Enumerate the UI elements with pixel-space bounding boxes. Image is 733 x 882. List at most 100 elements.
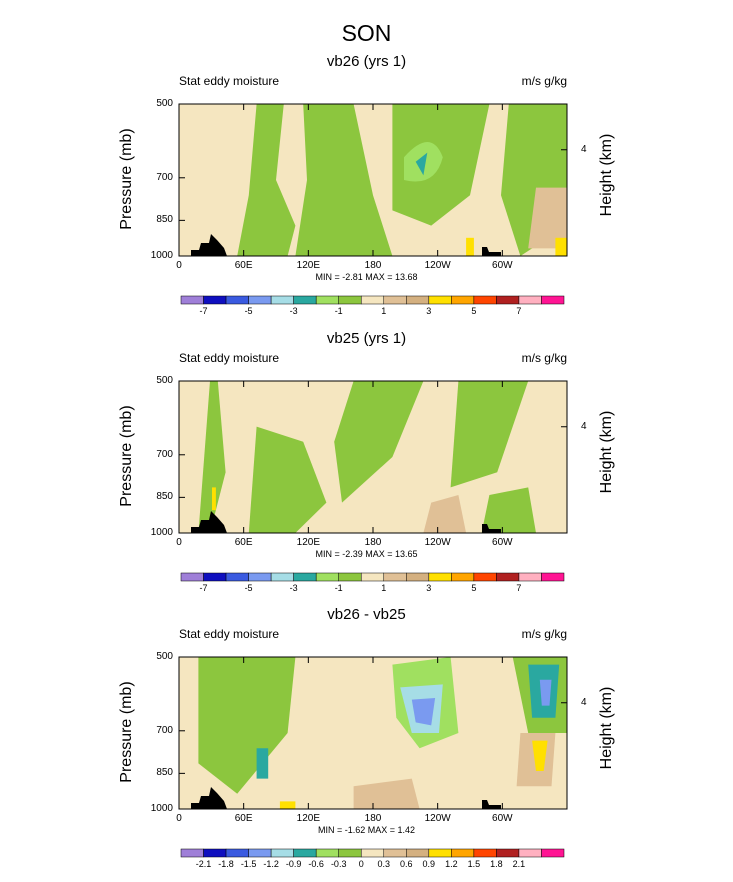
y2-axis-label: Height (km) — [598, 686, 615, 770]
y-tick-label: 1000 — [150, 250, 173, 261]
colorbar-swatch — [315, 848, 339, 858]
contour-region — [415, 152, 428, 176]
y2-tick-label: 4 — [581, 696, 587, 708]
colorbar-swatch — [473, 572, 497, 582]
contour-region — [212, 487, 216, 511]
colorbar-swatch — [406, 295, 430, 305]
contour-region — [532, 740, 548, 771]
colorbar-swatch — [180, 848, 204, 858]
x-tick-label: 120W — [424, 813, 451, 824]
y2-axis-label: Height (km) — [598, 410, 615, 494]
y-tick-label: 700 — [156, 724, 173, 736]
contour-region — [392, 104, 490, 226]
y2-tick-label: 4 — [581, 420, 587, 432]
y-tick-label: 1000 — [150, 803, 173, 814]
colorbar-swatch — [496, 295, 520, 305]
colorbar-swatch — [428, 848, 452, 858]
panel-3: vb26 - vb25 Stat eddy moisture m/s g/kg 0 60… — [0, 606, 733, 882]
terrain-mask — [191, 234, 227, 256]
colorbar-swatch — [496, 848, 520, 858]
contour-region — [555, 237, 567, 256]
colorbar-swatch — [518, 295, 542, 305]
colorbar-swatch — [203, 848, 227, 858]
x-tick-label: 60W — [492, 537, 513, 548]
colorbar-label: 0.9 — [422, 859, 436, 869]
contour-region — [481, 487, 536, 533]
terrain-mask — [482, 247, 501, 256]
colorbar-swatch — [248, 295, 272, 305]
colorbar-label: 0 — [358, 859, 364, 869]
colorbar-label: -7 — [199, 306, 208, 316]
x-tick-label: 60W — [492, 813, 513, 824]
contour-region — [411, 698, 436, 726]
colorbar-label: -5 — [244, 306, 253, 316]
contour-region — [334, 381, 424, 503]
colorbar-label: 3 — [426, 306, 432, 316]
colorbar-label: 1 — [381, 306, 387, 316]
y-tick-label: 1000 — [150, 527, 173, 538]
colorbar-label: -0.6 — [308, 859, 324, 869]
colorbar-swatch — [270, 848, 294, 858]
colorbar-label: -1 — [334, 583, 343, 593]
colorbar-swatch — [338, 848, 362, 858]
y-tick-label: 700 — [156, 171, 173, 183]
colorbar-swatch — [518, 848, 542, 858]
colorbar-swatch — [225, 848, 249, 858]
min-max-text: MIN = -2.81 MAX = 13.68 — [315, 272, 418, 282]
colorbar-label: 5 — [471, 306, 477, 316]
colorbar-swatch — [541, 295, 565, 305]
x-tick-label: 60E — [234, 260, 253, 271]
colorbar-label: -0.3 — [330, 859, 347, 869]
panel-title: vb25 (yrs 1) — [326, 330, 407, 347]
colorbar-label: -1.5 — [240, 859, 257, 869]
left-string: Stat eddy moisture — [179, 351, 280, 365]
min-max-text: MIN = -2.39 MAX = 13.65 — [315, 549, 418, 559]
x-tick-label: 180 — [364, 260, 382, 271]
y-axis-label: Pressure (mb) — [118, 405, 135, 507]
colorbar-swatch — [203, 295, 227, 305]
colorbar-swatch — [360, 848, 385, 858]
colorbar-swatch — [180, 295, 204, 305]
contour-plot — [178, 656, 568, 858]
colorbar-swatch — [518, 572, 542, 582]
colorbar-label: -1 — [334, 306, 343, 316]
colorbar-label: -7 — [199, 583, 208, 593]
colorbar-swatch — [360, 295, 385, 305]
y-tick-label: 500 — [156, 98, 173, 109]
panel-2: vb25 (yrs 1) Stat eddy moisture m/s g/kg 0 6… — [0, 330, 733, 606]
contour-region — [198, 381, 226, 533]
colorbar-swatch — [225, 572, 249, 582]
right-string: m/s g/kg — [521, 351, 567, 365]
colorbar-swatch — [293, 848, 317, 858]
colorbar-swatch — [180, 572, 204, 582]
y2-tick-label: 4 — [581, 143, 587, 155]
colorbar-swatch — [406, 848, 430, 858]
contour-plot — [178, 103, 568, 305]
colorbar-swatch — [383, 848, 407, 858]
colorbar-label: -3 — [289, 306, 298, 316]
x-tick-label: 180 — [364, 537, 382, 548]
contour-region — [237, 104, 296, 256]
x-tick-label: 0 — [176, 813, 182, 824]
contour-region — [450, 381, 529, 488]
colorbar-label: 3 — [426, 583, 432, 593]
x-tick-label: 120E — [296, 537, 320, 548]
x-tick-label: 120E — [296, 260, 320, 271]
colorbar-swatch — [293, 295, 317, 305]
colorbar-swatch — [338, 572, 362, 582]
right-string: m/s g/kg — [521, 74, 567, 88]
colorbar-label: -1.8 — [218, 859, 234, 869]
x-tick-label: 60W — [492, 260, 513, 271]
contour-region — [248, 426, 327, 533]
contour-region — [423, 495, 467, 533]
colorbar-swatch — [428, 572, 452, 582]
terrain-mask — [191, 787, 227, 809]
panel-title: vb26 - vb25 — [327, 606, 406, 623]
colorbar-swatch — [406, 572, 430, 582]
colorbar-swatch — [541, 848, 565, 858]
colorbar-label: -1.2 — [263, 859, 279, 869]
colorbar-label: 0.3 — [377, 859, 390, 869]
colorbar-label: 1.8 — [490, 859, 503, 869]
colorbar-swatch — [315, 295, 339, 305]
colorbar-swatch — [270, 572, 294, 582]
